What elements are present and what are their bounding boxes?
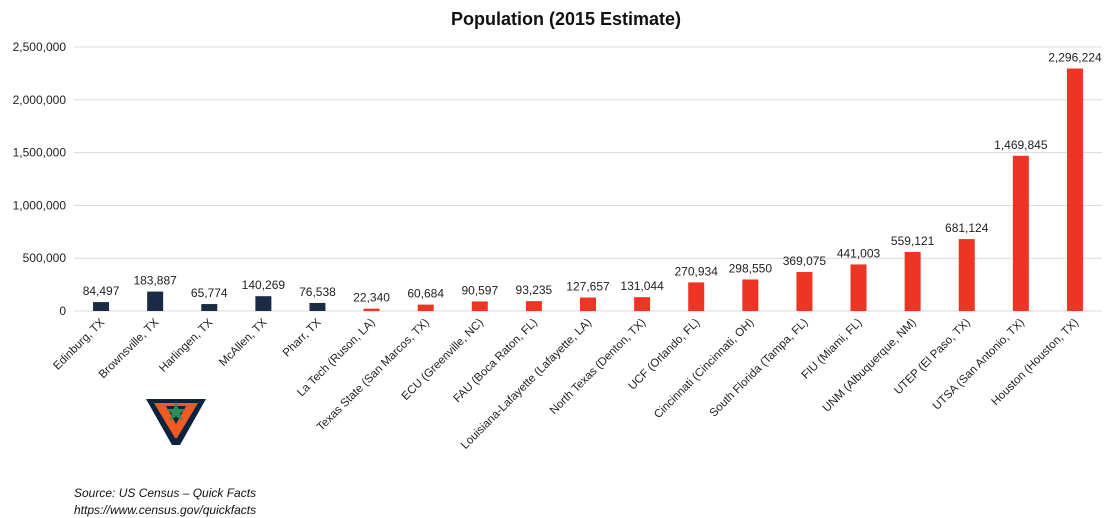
data-label: 84,497 [83,284,120,298]
y-tick-label: 1,500,000 [13,146,67,160]
data-label: 76,538 [299,285,336,299]
bar [796,272,813,311]
y-tick-label: 2,500,000 [13,40,67,54]
y-tick-label: 2,000,000 [13,93,67,107]
data-label: 2,296,224 [1048,51,1102,65]
data-label: 270,934 [675,264,719,278]
data-label: 1,469,845 [994,138,1048,152]
x-tick-label: UNM (Albuquerque, NM) [821,317,919,415]
data-label: 441,003 [837,246,881,260]
population-bar-chart: Population (2015 Estimate) 0 500,000 1,000… [13,9,1102,452]
data-label: 93,235 [516,283,553,297]
bar [93,302,110,311]
x-tick-label: North Texas (Denton, TX) [548,317,649,418]
utrgv-logo-icon [146,399,206,445]
x-tick-label: Brownsville, TX [97,316,162,381]
data-label: 369,075 [783,254,827,268]
x-tick-label: Edinburg, TX [51,316,107,372]
data-label: 127,657 [566,280,610,294]
chart-title: Population (2015 Estimate) [451,9,681,29]
bars [93,68,1083,312]
bar [201,304,218,311]
x-tick-label: Texas State (San Marcos, TX) [315,317,432,434]
bar [634,297,651,311]
x-tick-label: McAllen, TX [217,316,269,368]
x-tick-label: UTSA (San Antonio, TX) [931,317,1027,413]
bar [363,308,380,311]
data-labels: 84,497 183,887 65,774 140,269 76,538 22,340 60… [83,51,1102,305]
bar [471,301,488,311]
logo-star [166,402,186,421]
data-label: 298,550 [729,261,773,275]
y-tick-label: 0 [59,304,66,318]
bar [525,301,542,311]
data-label: 22,340 [353,291,390,305]
x-tick-label: Pharr, TX [281,316,324,359]
x-tick-label: Cincinnati (Cincinnati, OH) [652,317,756,421]
bar [580,297,596,311]
data-label: 140,269 [242,278,286,292]
bar [688,282,705,311]
x-tick-label: Houston (Houston, TX) [990,317,1082,409]
gridlines [74,46,1102,312]
y-tick-label: 500,000 [23,251,67,265]
data-label: 131,044 [620,279,664,293]
x-tick-label: South Florida (Tampa, FL) [708,317,811,420]
data-label: 60,684 [407,287,444,301]
data-label: 681,124 [945,221,989,235]
bar [255,296,272,311]
bar [1012,155,1029,311]
x-tick-label: Harlingen, TX [157,316,215,374]
source-url: https://www.census.gov/quickfacts [74,503,257,517]
y-axis: 0 500,000 1,000,000 1,500,000 2,000,000 2,500… [13,40,67,318]
data-label: 559,121 [891,234,935,248]
data-label: 65,774 [191,286,228,300]
bar [850,264,867,311]
data-label: 90,597 [461,283,498,297]
bar [742,279,759,311]
data-label: 183,887 [133,274,177,288]
y-tick-label: 1,000,000 [13,198,67,212]
bar [958,239,975,311]
bar [1066,68,1083,312]
bar [904,251,921,311]
bar [417,304,434,311]
bar [147,291,164,311]
source-note: Source: US Census – Quick Facts [74,486,257,500]
bar [309,302,326,311]
